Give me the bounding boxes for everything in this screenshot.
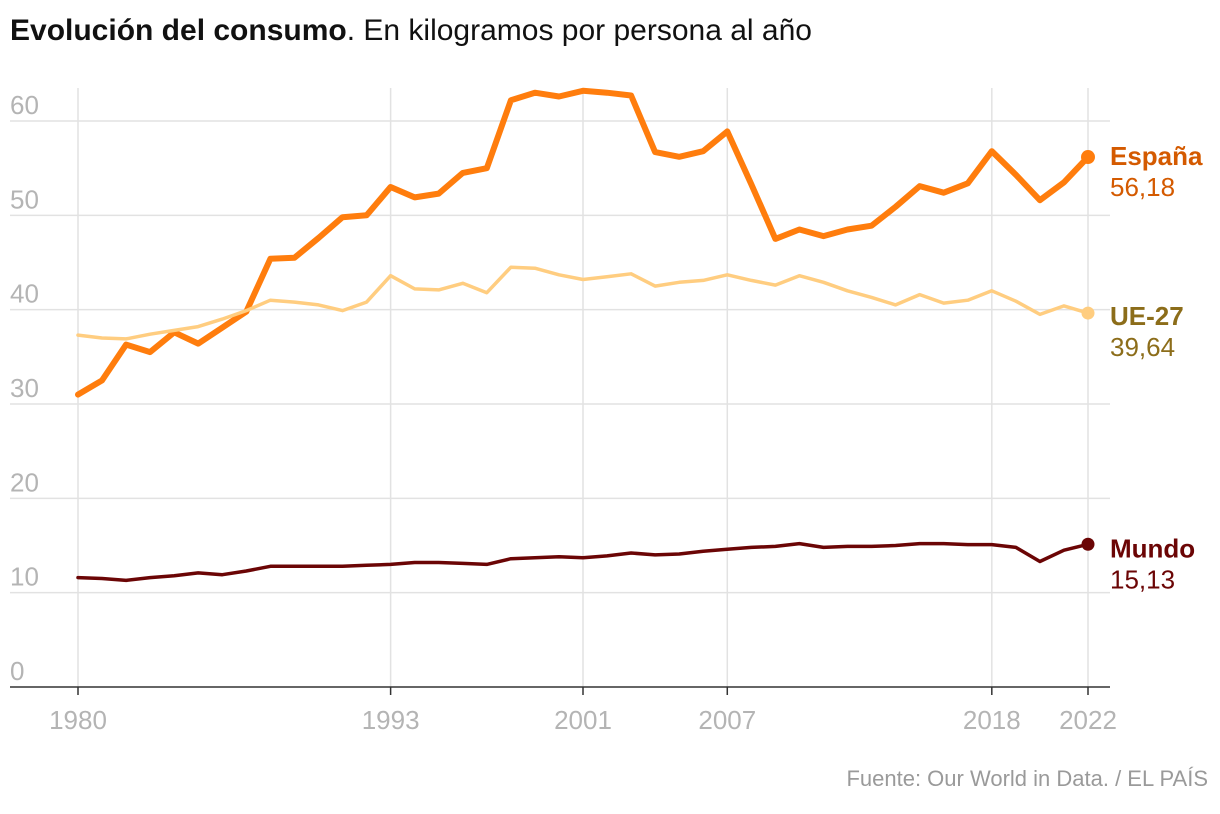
end-point-espana bbox=[1081, 150, 1095, 165]
y-tick-label: 0 bbox=[10, 656, 24, 686]
x-tick-label: 2007 bbox=[698, 705, 756, 735]
x-tick-label: 2001 bbox=[554, 705, 612, 735]
series-value-espana: 56,18 bbox=[1110, 172, 1175, 202]
x-tick-label: 1993 bbox=[362, 705, 420, 735]
end-point-ue bbox=[1081, 306, 1095, 320]
chart-title-rest: . En kilogramos por persona al año bbox=[346, 14, 812, 47]
x-tick-label: 2018 bbox=[963, 705, 1021, 735]
series-layer bbox=[75, 87, 1095, 583]
source-credit: Fuente: Our World in Data. / EL PAÍS bbox=[846, 766, 1208, 791]
y-tick-label: 10 bbox=[10, 562, 39, 592]
y-tick-label: 20 bbox=[10, 467, 39, 497]
series-line-mundo bbox=[76, 541, 1090, 583]
x-tick-label: 1980 bbox=[49, 705, 107, 735]
grid-layer bbox=[10, 88, 1110, 695]
y-tick-label: 30 bbox=[10, 373, 39, 403]
label-layer: 0 10 20 30 40 50 60 1980 1993 2001 2007 2018 2022 Esp… bbox=[10, 90, 1203, 735]
end-point-mundo bbox=[1081, 537, 1095, 551]
chart-title-bold: Evolución del consumo bbox=[10, 14, 347, 47]
y-tick-label: 60 bbox=[10, 90, 39, 120]
series-label-espana: España bbox=[1110, 141, 1203, 171]
chart-title: Evolución del consumo. En kilogramos por… bbox=[10, 14, 812, 48]
y-tick-label: 40 bbox=[10, 279, 39, 309]
series-line-ue bbox=[76, 265, 1090, 341]
series-value-ue: 39,64 bbox=[1110, 332, 1175, 362]
x-tick-label: 2022 bbox=[1059, 705, 1117, 735]
series-label-mundo: Mundo bbox=[1110, 533, 1195, 563]
series-value-mundo: 15,13 bbox=[1110, 564, 1175, 594]
y-tick-label: 50 bbox=[10, 184, 39, 214]
series-label-ue: UE-27 bbox=[1110, 301, 1184, 331]
